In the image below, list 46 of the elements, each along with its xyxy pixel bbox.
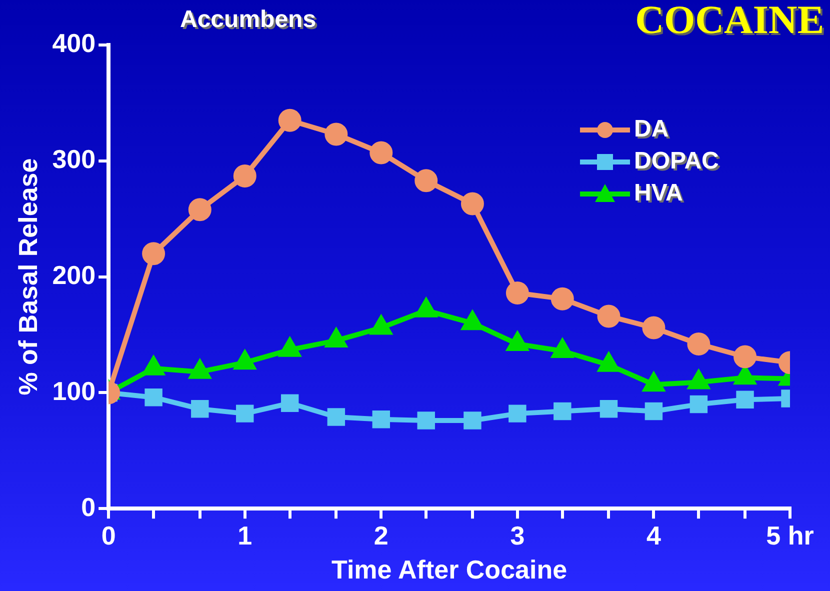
point <box>597 304 620 328</box>
point <box>690 395 708 414</box>
point <box>464 412 482 430</box>
point <box>687 332 710 356</box>
point <box>144 388 162 406</box>
point <box>734 345 757 368</box>
point <box>324 122 348 146</box>
y-tick-label: 200 <box>52 260 96 290</box>
y-tick-label: 100 <box>52 376 96 406</box>
point <box>736 390 754 409</box>
y-axis-title: % of Basal Release <box>12 158 43 396</box>
x-tick-label: 5 hr <box>766 520 814 550</box>
legend-label: DOPAC <box>636 150 721 177</box>
point <box>417 412 435 430</box>
x-tick-label: 4 <box>646 520 662 550</box>
point <box>188 198 212 222</box>
point <box>191 400 209 418</box>
point <box>506 282 529 305</box>
y-tick-label: 300 <box>52 144 96 174</box>
chart-subtitle: Accumbens <box>180 6 316 34</box>
x-tick-label: 3 <box>510 520 525 550</box>
point <box>550 287 574 310</box>
point <box>142 242 166 266</box>
point <box>642 316 666 340</box>
point <box>327 408 346 426</box>
point <box>280 394 299 412</box>
x-axis-title: Time After Cocaine <box>332 554 568 585</box>
legend-label: DA <box>636 118 671 145</box>
point <box>414 169 438 192</box>
y-tick-label: 400 <box>52 28 96 58</box>
point <box>233 164 256 188</box>
legend-label: HVA <box>636 182 685 209</box>
point <box>278 108 302 132</box>
x-tick-label: 1 <box>238 520 252 550</box>
chart-title: COCAINE <box>635 0 824 43</box>
point <box>370 141 393 164</box>
point <box>508 404 526 422</box>
point <box>460 192 484 216</box>
y-tick-label: 0 <box>81 492 96 522</box>
x-tick-label: 0 <box>101 520 116 550</box>
point <box>236 404 254 422</box>
point <box>644 402 663 420</box>
point <box>554 402 572 420</box>
point <box>372 410 390 428</box>
x-tick-label: 2 <box>374 520 388 550</box>
point <box>600 400 618 418</box>
